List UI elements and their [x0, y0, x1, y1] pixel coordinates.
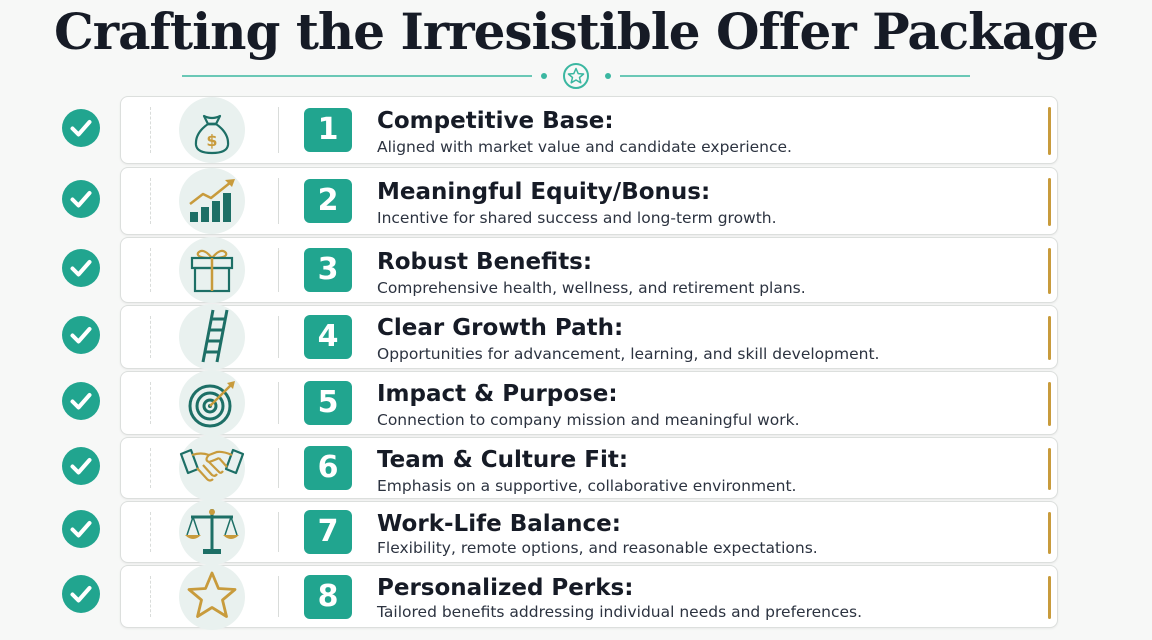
item-description: Tailored benefits addressing individual …	[377, 603, 863, 621]
item-description: Opportunities for advancement, learning,…	[377, 345, 880, 363]
item-description: Connection to company mission and meanin…	[377, 411, 800, 429]
item-description: Flexibility, remote options, and reasona…	[377, 539, 818, 557]
star-icon	[179, 563, 245, 630]
item-heading: Personalized Perks:	[377, 575, 634, 601]
svg-text:$: $	[206, 131, 217, 150]
item-number-badge: 7	[304, 510, 352, 554]
target-icon	[179, 370, 245, 436]
item-number-badge: 3	[304, 248, 352, 292]
row-divider	[278, 107, 279, 153]
item-heading: Competitive Base:	[377, 108, 614, 134]
gold-accent-bar	[1048, 178, 1051, 226]
row-divider	[150, 107, 151, 153]
row-divider	[150, 576, 151, 617]
item-number-badge: 6	[304, 446, 352, 490]
gold-accent-bar	[1048, 248, 1051, 294]
gold-accent-bar	[1048, 382, 1051, 426]
item-number-badge: 2	[304, 179, 352, 223]
handshake-icon	[179, 435, 245, 501]
row-divider	[150, 512, 151, 552]
check-icon	[62, 575, 100, 613]
row-divider	[278, 178, 279, 224]
row-divider	[278, 576, 279, 617]
check-icon	[62, 510, 100, 548]
check-icon	[62, 249, 100, 287]
item-description: Incentive for shared success and long-te…	[377, 209, 777, 227]
gold-accent-bar	[1048, 316, 1051, 360]
row-divider	[278, 316, 279, 358]
item-description: Aligned with market value and candidate …	[377, 138, 792, 156]
gold-accent-bar	[1048, 107, 1051, 155]
money-bag-icon: $	[179, 97, 245, 163]
item-heading: Meaningful Equity/Bonus:	[377, 179, 711, 205]
check-icon	[62, 180, 100, 218]
row-divider	[278, 248, 279, 292]
offer-item-equity-bonus: 2 Meaningful Equity/Bonus: Incentive for…	[120, 167, 1058, 235]
offer-item-work-life-balance: 7 Work-Life Balance: Flexibility, remote…	[120, 499, 1058, 565]
ladder-icon	[179, 304, 245, 370]
item-description: Emphasis on a supportive, collaborative …	[377, 477, 797, 495]
offer-item-growth-path: 4 Clear Growth Path: Opportunities for a…	[120, 304, 1058, 370]
row-divider	[150, 248, 151, 292]
check-icon	[62, 109, 100, 147]
item-heading: Clear Growth Path:	[377, 315, 624, 341]
gold-accent-bar	[1048, 448, 1051, 490]
item-heading: Robust Benefits:	[377, 249, 593, 275]
gold-accent-bar	[1048, 576, 1051, 619]
offer-item-robust-benefits: 3 Robust Benefits: Comprehensive health,…	[120, 237, 1058, 303]
page-title: Crafting the Irresistible Offer Package	[53, 2, 1099, 61]
row-divider	[278, 448, 279, 488]
item-number-badge: 5	[304, 381, 352, 425]
item-heading: Team & Culture Fit:	[377, 447, 629, 473]
check-icon	[62, 447, 100, 485]
item-number-badge: 8	[304, 574, 352, 619]
row-divider	[278, 512, 279, 552]
offer-item-personalized-perks: 8 Personalized Perks: Tailored benefits …	[120, 563, 1058, 630]
gift-icon	[179, 237, 245, 303]
item-description: Comprehensive health, wellness, and reti…	[377, 279, 806, 297]
gold-accent-bar	[1048, 512, 1051, 554]
row-divider	[150, 448, 151, 488]
title-divider	[182, 63, 970, 89]
growth-chart-icon	[179, 168, 245, 234]
offer-item-team-culture: 6 Team & Culture Fit: Emphasis on a supp…	[120, 435, 1058, 501]
item-heading: Impact & Purpose:	[377, 381, 618, 407]
row-divider	[150, 382, 151, 424]
check-icon	[62, 382, 100, 420]
item-number-badge: 4	[304, 315, 352, 359]
row-divider	[278, 382, 279, 424]
balance-scale-icon	[179, 499, 245, 565]
item-number-badge: 1	[304, 108, 352, 152]
row-divider	[150, 178, 151, 224]
item-heading: Work-Life Balance:	[377, 511, 621, 537]
row-divider	[150, 316, 151, 358]
check-icon	[62, 316, 100, 354]
offer-item-competitive-base: $ 1 Competitive Base: Aligned with marke…	[120, 96, 1058, 164]
offer-item-impact-purpose: 5 Impact & Purpose: Connection to compan…	[120, 370, 1058, 436]
